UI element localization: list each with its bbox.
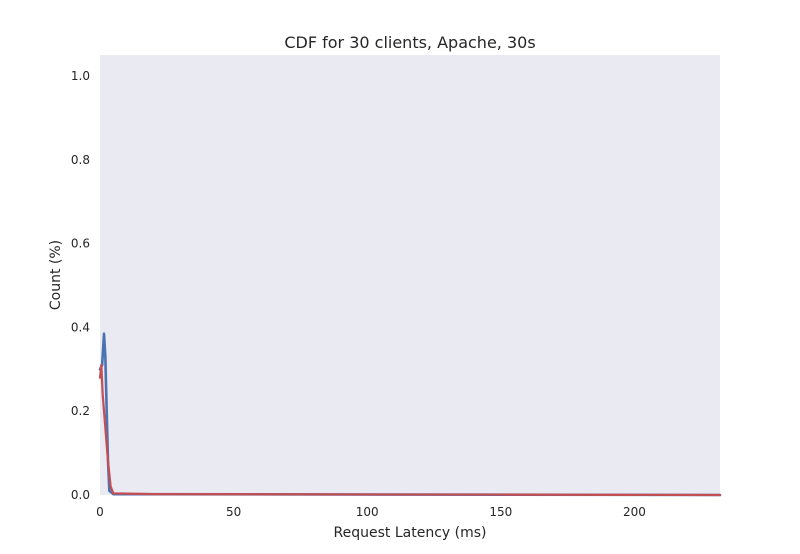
y-tick-label: 0.6 bbox=[71, 237, 90, 251]
y-tick-label: 1.0 bbox=[71, 69, 90, 83]
blue-series-line bbox=[98, 332, 722, 497]
y-tick-label: 0.8 bbox=[71, 153, 90, 167]
y-tick-labels: 0.0 0.2 0.4 0.6 0.8 1.0 bbox=[71, 69, 90, 502]
data-series bbox=[98, 332, 722, 497]
chart-title: CDF for 30 clients, Apache, 30s bbox=[284, 33, 535, 52]
x-axis-label: Request Latency (ms) bbox=[334, 525, 487, 541]
x-tick-label: 200 bbox=[623, 505, 646, 519]
y-tick-label: 0.0 bbox=[71, 488, 90, 502]
y-axis-label: Count (%) bbox=[48, 240, 64, 310]
x-tick-label: 100 bbox=[356, 505, 379, 519]
x-tick-label: 0 bbox=[96, 505, 104, 519]
y-tick-label: 0.2 bbox=[71, 404, 90, 418]
plot-background bbox=[100, 55, 720, 495]
y-tick-label: 0.4 bbox=[71, 320, 90, 334]
x-tick-label: 50 bbox=[226, 505, 241, 519]
red-series-line bbox=[98, 363, 722, 497]
x-tick-label: 150 bbox=[489, 505, 512, 519]
x-tick-labels: 0 50 100 150 200 bbox=[96, 505, 646, 519]
